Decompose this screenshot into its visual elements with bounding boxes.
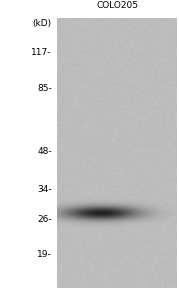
Text: (kD): (kD)	[32, 19, 51, 28]
Text: 19-: 19-	[37, 250, 52, 259]
Text: 48-: 48-	[37, 147, 52, 156]
Text: COLO205: COLO205	[96, 2, 138, 10]
Text: 34-: 34-	[37, 185, 52, 194]
Text: 117-: 117-	[31, 48, 52, 57]
Text: 26-: 26-	[37, 215, 52, 224]
Text: 85-: 85-	[37, 84, 52, 93]
